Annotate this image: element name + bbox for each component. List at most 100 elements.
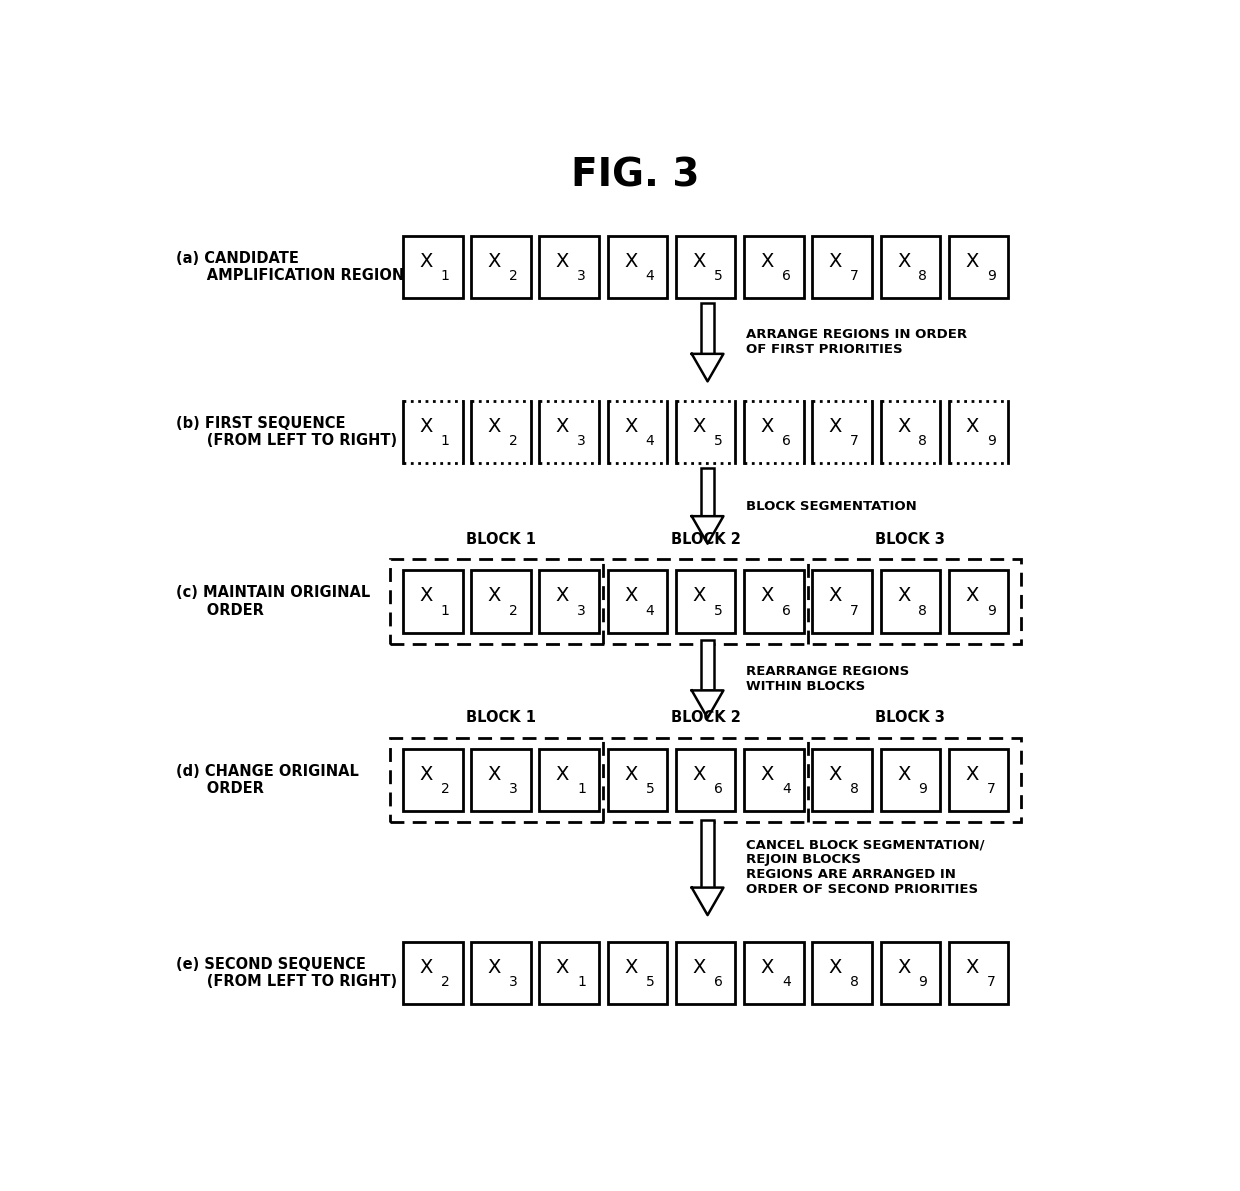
- Text: X: X: [760, 766, 774, 785]
- Text: (b) FIRST SEQUENCE
      (FROM LEFT TO RIGHT): (b) FIRST SEQUENCE (FROM LEFT TO RIGHT): [176, 416, 397, 448]
- Bar: [949, 236, 1008, 298]
- Text: X: X: [965, 766, 978, 785]
- Bar: [949, 570, 1008, 632]
- Text: X: X: [487, 586, 501, 605]
- Bar: [539, 400, 599, 463]
- Text: 7: 7: [987, 975, 996, 989]
- Bar: [949, 942, 1008, 1004]
- Bar: [403, 570, 463, 632]
- Text: FIG. 3: FIG. 3: [572, 156, 699, 194]
- Text: X: X: [965, 586, 978, 605]
- Text: 2: 2: [441, 782, 450, 797]
- Text: 2: 2: [510, 604, 518, 618]
- Bar: [812, 749, 872, 811]
- Text: X: X: [828, 417, 842, 436]
- Text: 8: 8: [851, 782, 859, 797]
- Bar: [471, 942, 531, 1004]
- Text: 9: 9: [987, 269, 996, 283]
- Bar: [608, 749, 667, 811]
- Text: X: X: [419, 766, 433, 785]
- Text: 6: 6: [714, 975, 723, 989]
- Bar: [812, 570, 872, 632]
- Bar: [471, 400, 531, 463]
- Text: X: X: [965, 417, 978, 436]
- Text: BLOCK 1: BLOCK 1: [466, 531, 536, 547]
- Text: CANCEL BLOCK SEGMENTATION/
REJOIN BLOCKS
REGIONS ARE ARRANGED IN
ORDER OF SECOND: CANCEL BLOCK SEGMENTATION/ REJOIN BLOCKS…: [746, 838, 985, 897]
- Text: 1: 1: [578, 975, 587, 989]
- Bar: [539, 236, 599, 298]
- Text: 7: 7: [851, 434, 859, 448]
- Bar: [744, 942, 804, 1004]
- Bar: [880, 400, 940, 463]
- Bar: [676, 942, 735, 1004]
- Bar: [391, 738, 1021, 823]
- Text: 7: 7: [851, 269, 859, 283]
- Polygon shape: [692, 516, 723, 543]
- Text: 3: 3: [510, 782, 518, 797]
- Text: 4: 4: [646, 434, 655, 448]
- Text: 4: 4: [782, 975, 791, 989]
- Polygon shape: [692, 887, 723, 915]
- Bar: [608, 236, 667, 298]
- Text: X: X: [556, 958, 569, 977]
- Bar: [403, 749, 463, 811]
- Text: X: X: [760, 586, 774, 605]
- Text: 1: 1: [578, 782, 587, 797]
- Bar: [608, 570, 667, 632]
- Polygon shape: [692, 354, 723, 381]
- Bar: [880, 570, 940, 632]
- Bar: [539, 749, 599, 811]
- Bar: [880, 942, 940, 1004]
- Bar: [812, 400, 872, 463]
- Text: 2: 2: [441, 975, 450, 989]
- Bar: [391, 560, 1021, 643]
- Bar: [539, 942, 599, 1004]
- Text: 8: 8: [919, 604, 928, 618]
- Text: (a) CANDIDATE
      AMPLIFICATION REGION: (a) CANDIDATE AMPLIFICATION REGION: [176, 250, 404, 283]
- Text: 7: 7: [987, 782, 996, 797]
- Text: 5: 5: [646, 782, 655, 797]
- Text: X: X: [897, 958, 910, 977]
- Bar: [949, 400, 1008, 463]
- Text: X: X: [692, 766, 706, 785]
- Text: 6: 6: [714, 782, 723, 797]
- Bar: [744, 570, 804, 632]
- Text: BLOCK 3: BLOCK 3: [875, 710, 945, 725]
- Text: X: X: [897, 766, 910, 785]
- Text: X: X: [624, 958, 637, 977]
- Text: 1: 1: [440, 604, 450, 618]
- Bar: [539, 570, 599, 632]
- Text: X: X: [760, 251, 774, 270]
- Text: X: X: [487, 958, 501, 977]
- Text: 9: 9: [919, 782, 928, 797]
- Text: X: X: [624, 417, 637, 436]
- Text: X: X: [624, 251, 637, 270]
- Bar: [812, 236, 872, 298]
- Bar: [676, 400, 735, 463]
- Bar: [701, 468, 714, 516]
- Text: X: X: [556, 766, 569, 785]
- Text: 9: 9: [987, 434, 996, 448]
- Text: X: X: [556, 251, 569, 270]
- Text: X: X: [556, 586, 569, 605]
- Bar: [744, 749, 804, 811]
- Text: X: X: [828, 251, 842, 270]
- Polygon shape: [692, 691, 723, 718]
- Bar: [880, 236, 940, 298]
- Text: X: X: [965, 251, 978, 270]
- Text: 8: 8: [919, 269, 928, 283]
- Text: (d) CHANGE ORIGINAL
      ORDER: (d) CHANGE ORIGINAL ORDER: [176, 765, 360, 797]
- Text: X: X: [487, 417, 501, 436]
- Text: 2: 2: [510, 434, 518, 448]
- Bar: [471, 236, 531, 298]
- Text: 3: 3: [578, 434, 587, 448]
- Bar: [701, 819, 714, 887]
- Bar: [701, 304, 714, 354]
- Text: 6: 6: [782, 604, 791, 618]
- Text: X: X: [487, 766, 501, 785]
- Text: X: X: [692, 958, 706, 977]
- Text: X: X: [692, 417, 706, 436]
- Bar: [403, 236, 463, 298]
- Bar: [608, 942, 667, 1004]
- Text: 3: 3: [578, 269, 587, 283]
